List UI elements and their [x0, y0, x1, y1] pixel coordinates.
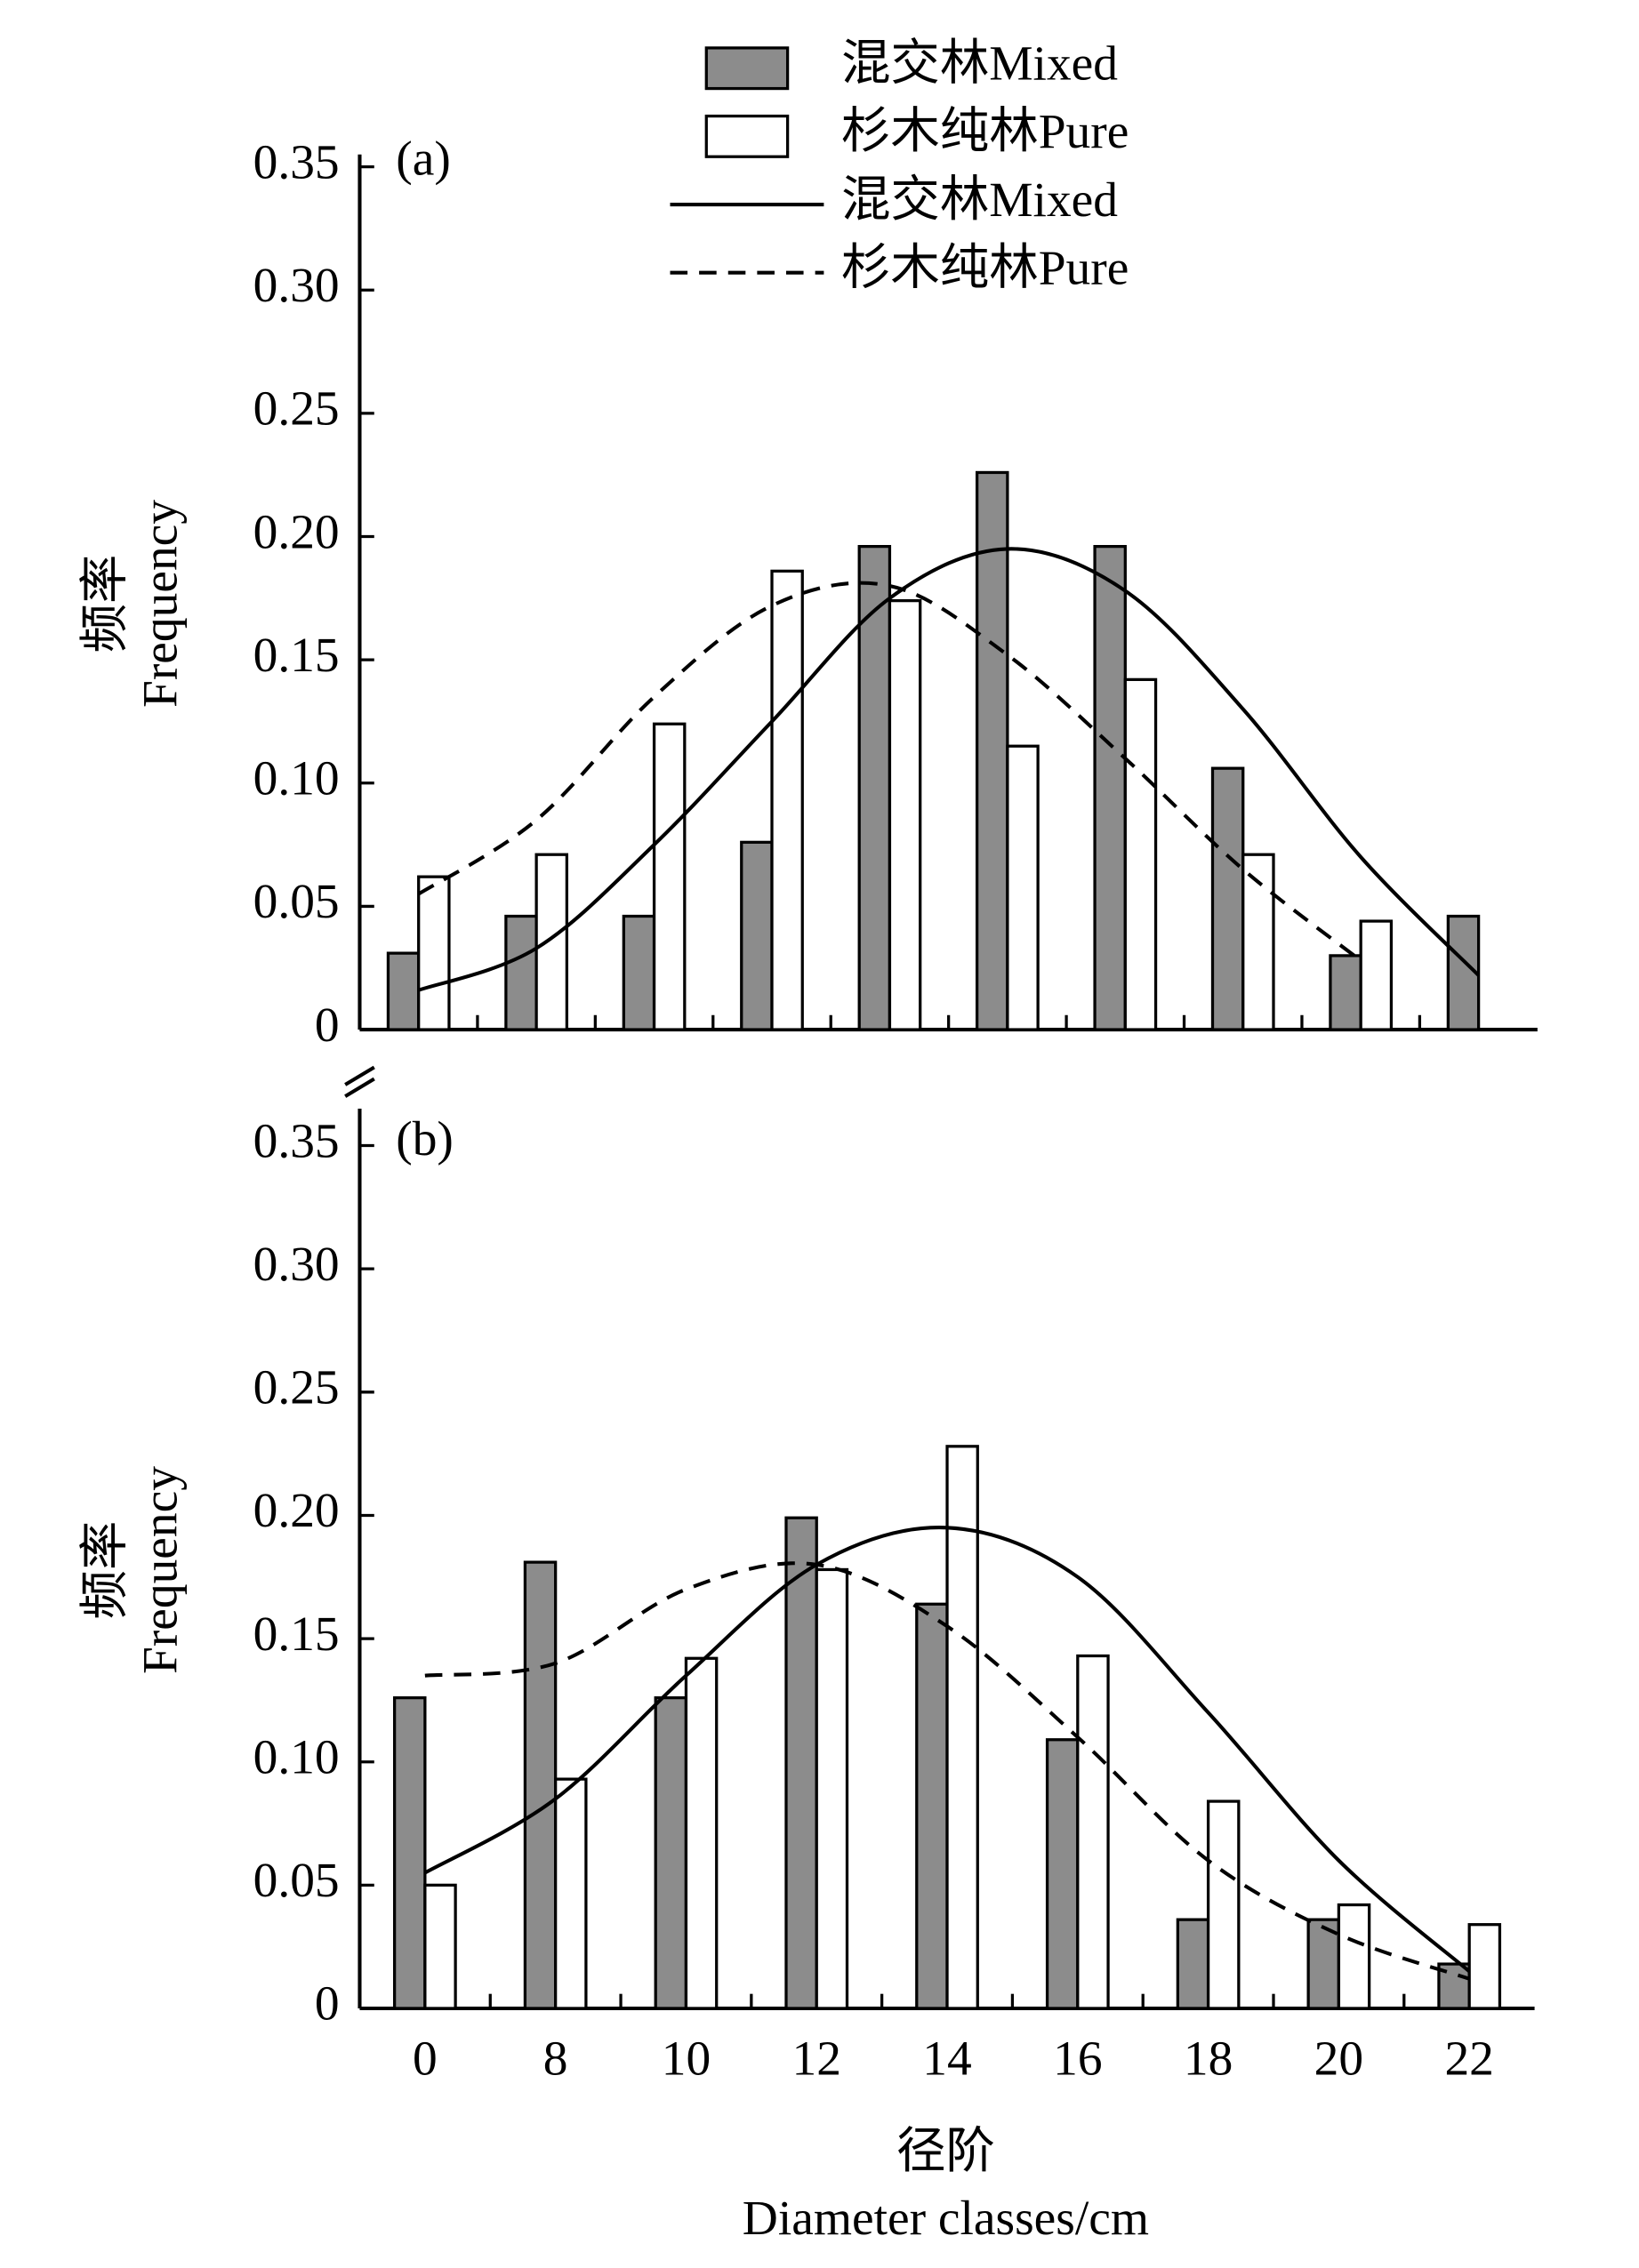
- x-tick-label: 14: [922, 2032, 971, 2086]
- x-tick-label: 10: [662, 2032, 711, 2086]
- y-tick-label: 0.20: [253, 1483, 340, 1537]
- bar: [1210, 766, 1245, 1031]
- axis-break: [344, 1065, 375, 1086]
- bar: [1306, 1918, 1341, 2010]
- bar: [1076, 1654, 1110, 2010]
- bar: [554, 1777, 588, 2010]
- bar: [784, 1516, 818, 2010]
- legend-label: 混交林Mixed: [841, 172, 1118, 227]
- panel-label: (b): [396, 1111, 454, 1166]
- bar: [534, 853, 569, 1031]
- legend-label: 混交林Mixed: [841, 36, 1118, 90]
- bar: [1123, 677, 1158, 1031]
- y-tick-label: 0.30: [253, 258, 340, 312]
- legend-label: 杉木纯林Pure: [841, 104, 1129, 158]
- bar: [1359, 919, 1394, 1031]
- bar: [392, 1695, 427, 2010]
- bar: [815, 1567, 849, 2010]
- y-tick-label: 0.10: [253, 751, 340, 805]
- bar: [654, 1695, 688, 2010]
- bar: [423, 1883, 457, 2010]
- bar: [770, 569, 804, 1031]
- fit-curve: [423, 1526, 1471, 1973]
- bar: [1206, 1799, 1241, 2010]
- bar: [945, 1445, 979, 2010]
- x-tick-label: 16: [1053, 2032, 1102, 2086]
- legend-label: 杉木纯林Pure: [841, 240, 1129, 294]
- y-tick-label: 0.25: [253, 381, 340, 436]
- bar: [975, 470, 1009, 1031]
- bar: [1329, 954, 1362, 1031]
- bar: [523, 1560, 558, 2010]
- bar: [504, 914, 538, 1031]
- bar: [417, 875, 451, 1031]
- y-tick-label: 0.35: [253, 1113, 340, 1167]
- y-tick-label: 0.20: [253, 504, 340, 558]
- x-tick-label: 0: [413, 2032, 438, 2086]
- bar: [915, 1602, 949, 2010]
- fit-curve: [418, 547, 1481, 992]
- fit-curve: [424, 1561, 1470, 1981]
- bar: [740, 840, 774, 1031]
- y-tick-label: 0.15: [253, 628, 340, 682]
- x-tick-label: 12: [792, 2032, 841, 2086]
- fit-curve: [417, 581, 1362, 963]
- x-tick-label: 8: [543, 2032, 568, 2086]
- bar: [386, 951, 421, 1031]
- y-tick-label: 0.05: [253, 1853, 340, 1907]
- axis-break: [344, 1077, 375, 1098]
- y-tick-label: 0.10: [253, 1729, 340, 1783]
- x-label: 径阶: [896, 2124, 995, 2178]
- y-tick-label: 0: [315, 1976, 340, 2031]
- x-label: Diameter classes/cm: [743, 2191, 1149, 2245]
- y-label: 频率: [78, 555, 133, 653]
- bar: [1337, 1903, 1371, 2010]
- bar: [1045, 1738, 1080, 2010]
- bar: [652, 722, 687, 1031]
- y-label: Frequency: [133, 1466, 188, 1674]
- x-tick-label: 20: [1314, 2032, 1363, 2086]
- bar: [1006, 744, 1040, 1031]
- legend-swatch: [704, 46, 790, 91]
- y-tick-label: 0.30: [253, 1237, 340, 1291]
- x-tick-label: 18: [1184, 2032, 1233, 2086]
- bar: [622, 914, 656, 1031]
- bar: [684, 1656, 719, 2010]
- y-tick-label: 0.25: [253, 1360, 340, 1414]
- x-tick-label: 22: [1444, 2032, 1493, 2086]
- legend-swatch: [704, 114, 790, 158]
- bar: [1093, 544, 1127, 1031]
- bar: [1467, 1923, 1502, 2010]
- bar: [888, 598, 922, 1031]
- y-tick-label: 0.05: [253, 874, 340, 928]
- y-tick-label: 0.15: [253, 1607, 340, 1661]
- y-label: 频率: [78, 1521, 133, 1620]
- y-label: Frequency: [133, 500, 188, 708]
- y-tick-label: 0.35: [253, 134, 340, 188]
- panel-label: (a): [396, 131, 451, 185]
- y-tick-label: 0: [315, 998, 340, 1052]
- bar: [1176, 1918, 1210, 2010]
